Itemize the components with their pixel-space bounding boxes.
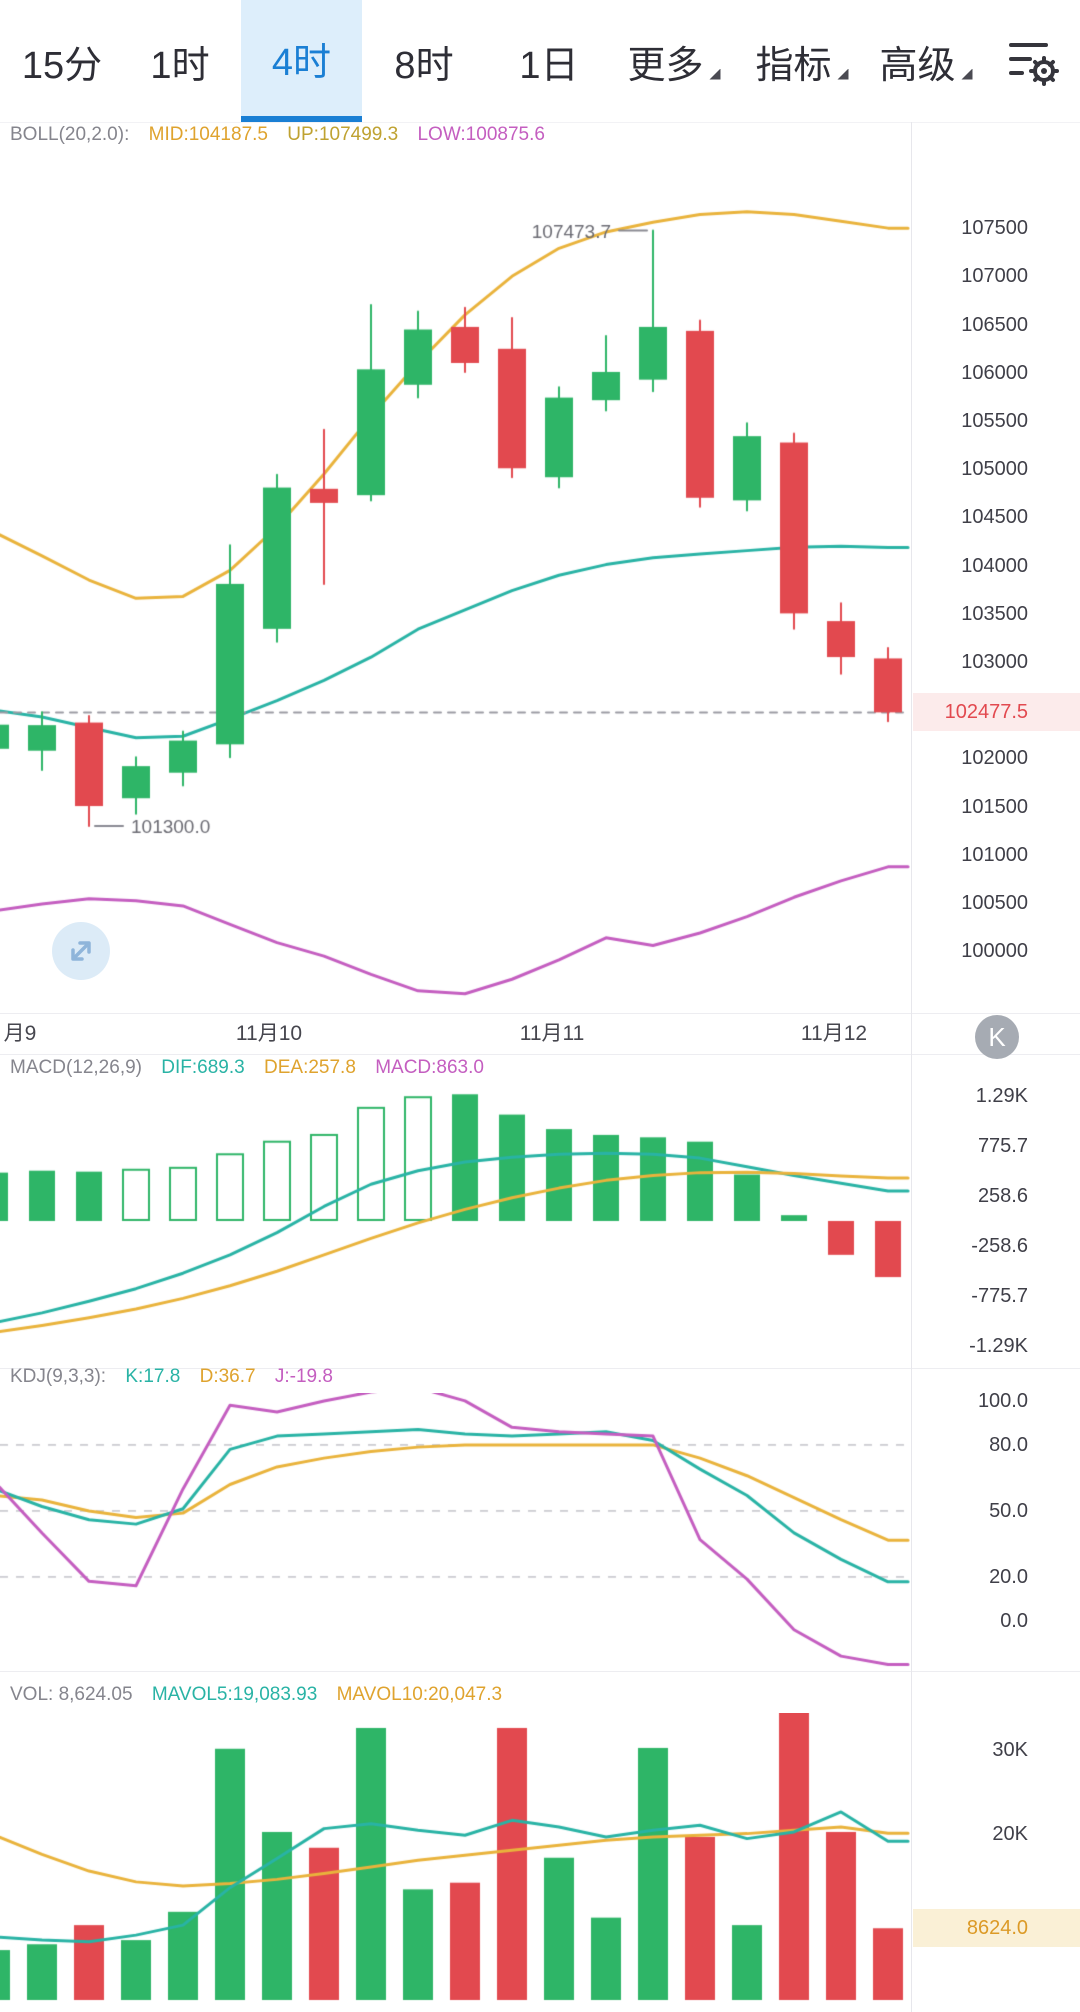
axis-label: 101500 (961, 795, 1028, 818)
chevron-down-icon (961, 68, 973, 80)
volume-chart-canvas[interactable] (0, 1713, 910, 2012)
axis-label: -258.6 (971, 1234, 1028, 1257)
macd-chart-canvas[interactable] (0, 1085, 910, 1368)
axis-label: 30K (992, 1739, 1028, 1762)
menu-advanced[interactable]: 高级 (879, 0, 973, 122)
axis-label: -1.29K (969, 1334, 1028, 1357)
boll-name: BOLL(20,2.0): (10, 124, 130, 145)
axis-label: 50.0 (989, 1499, 1028, 1522)
axis-label: 100000 (961, 940, 1028, 963)
menu-advanced-label: 高级 (879, 44, 956, 87)
axis-label: 100.0 (977, 1389, 1028, 1412)
kline-mode-button[interactable]: K (975, 1015, 1019, 1059)
macd-macd-value: MACD:863.0 (375, 1057, 484, 1078)
expand-chart-button[interactable] (52, 922, 110, 980)
axis-label: 105500 (961, 409, 1028, 432)
vol-name: VOL: 8,624.05 (10, 1684, 133, 1705)
axis-label: 775.7 (977, 1134, 1028, 1157)
boll-up-value: UP:107499.3 (287, 124, 399, 145)
tab-4h[interactable]: 4时 (241, 0, 362, 122)
vol-header: VOL: 8,624.05 MAVOL5:19,083.93 MAVOL10:2… (10, 1684, 516, 1706)
menu-indicators[interactable]: 指标 (755, 0, 849, 122)
kdj-k-value: K:17.8 (125, 1366, 181, 1387)
indicator-settings-button[interactable] (1006, 34, 1060, 88)
axis-label: 80.0 (989, 1433, 1028, 1456)
last-price-badge: 102477.5 (913, 693, 1080, 731)
menu-more[interactable]: 更多 (627, 0, 721, 122)
macd-dea-value: DEA:257.8 (264, 1057, 356, 1078)
vol-mavol10-value: MAVOL10:20,047.3 (336, 1684, 503, 1705)
axis-label: 103000 (961, 651, 1028, 673)
time-axis-label: 11月12 (800, 1022, 868, 1045)
tab-1d[interactable]: 1日 (519, 44, 579, 87)
axis-label: 102000 (961, 747, 1028, 770)
axis-label: 105000 (961, 458, 1028, 481)
axis-label: 20K (992, 1822, 1028, 1845)
axis-label: 107500 (961, 217, 1028, 240)
menu-more-label: 更多 (627, 44, 704, 87)
expand-icon (71, 941, 91, 961)
tab-8h[interactable]: 8时 (394, 44, 454, 87)
axis-label: 101000 (961, 843, 1028, 866)
list-gear-icon (1009, 43, 1059, 86)
price-axis: 107500 107000 106500 106000 105500 105000 1045… (911, 0, 1080, 2012)
main-chart-canvas[interactable] (0, 122, 910, 1013)
macd-name: MACD(12,26,9) (10, 1057, 142, 1078)
tab-1h[interactable]: 1时 (150, 44, 210, 87)
time-axis: 月9 11月10 11月11 11月12 (0, 1013, 1080, 1054)
macd-dif-value: DIF:689.3 (161, 1057, 245, 1078)
axis-label: -775.7 (971, 1285, 1028, 1307)
axis-label: 0.0 (1000, 1609, 1028, 1632)
axis-label: 107000 (961, 265, 1028, 288)
axis-label: 106500 (961, 313, 1028, 336)
boll-header: BOLL(20,2.0): MID:104187.5 UP:107499.3 L… (10, 124, 559, 146)
axis-label: 100500 (961, 892, 1028, 915)
chevron-down-icon (837, 68, 849, 80)
kdj-d-value: D:36.7 (199, 1366, 256, 1387)
boll-low-value: LOW:100875.6 (417, 124, 545, 145)
vol-mavol5-value: MAVOL5:19,083.93 (151, 1684, 318, 1705)
axis-label: 1.29K (975, 1085, 1028, 1108)
time-axis-label: 11月11 (519, 1022, 585, 1045)
menu-indicators-label: 指标 (755, 44, 832, 87)
boll-mid-value: MID:104187.5 (148, 124, 268, 145)
axis-label: 20.0 (989, 1565, 1028, 1588)
time-axis-label: 11月10 (235, 1022, 303, 1045)
tab-15min[interactable]: 15分 (21, 44, 103, 87)
timeframe-toolbar: 15分 1时 4时 8时 1日 更多 指标 高级 (0, 0, 1080, 122)
kdj-j-value: J:-19.8 (274, 1366, 333, 1387)
axis-label: 104000 (961, 554, 1028, 577)
kdj-header: KDJ(9,3,3): K:17.8 D:36.7 J:-19.8 (10, 1366, 347, 1388)
volume-badge: 8624.0 (913, 1909, 1080, 1947)
axis-label: 104500 (961, 506, 1028, 529)
chevron-down-icon (709, 68, 721, 80)
kdj-chart-canvas[interactable] (0, 1393, 910, 1670)
macd-header: MACD(12,26,9) DIF:689.3 DEA:257.8 MACD:8… (10, 1057, 498, 1079)
axis-label: 106000 (961, 361, 1028, 384)
time-axis-label: 月9 (3, 1022, 37, 1045)
axis-label: 258.6 (977, 1184, 1028, 1207)
axis-label: 103500 (961, 602, 1028, 625)
kdj-name: KDJ(9,3,3): (10, 1366, 107, 1387)
